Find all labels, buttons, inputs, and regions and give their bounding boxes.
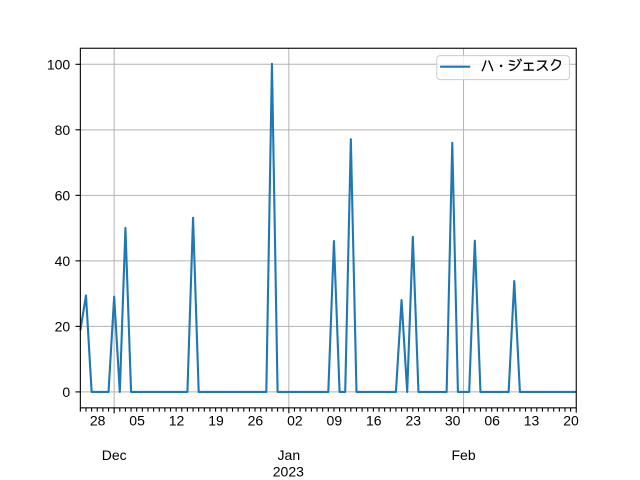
svg-text:09: 09	[327, 412, 343, 428]
svg-text:12: 12	[169, 412, 185, 428]
svg-text:16: 16	[366, 412, 382, 428]
svg-text:0: 0	[62, 384, 70, 400]
svg-text:Feb: Feb	[451, 447, 475, 463]
svg-text:60: 60	[55, 187, 71, 203]
svg-text:20: 20	[563, 412, 579, 428]
svg-text:100: 100	[47, 56, 71, 72]
svg-text:80: 80	[55, 122, 71, 138]
svg-text:40: 40	[55, 253, 71, 269]
svg-text:23: 23	[405, 412, 421, 428]
svg-text:06: 06	[484, 412, 500, 428]
svg-text:05: 05	[129, 412, 145, 428]
svg-text:26: 26	[248, 412, 264, 428]
svg-text:2023: 2023	[273, 463, 304, 479]
svg-text:Jan: Jan	[278, 447, 301, 463]
svg-text:13: 13	[524, 412, 540, 428]
svg-text:Dec: Dec	[102, 447, 127, 463]
svg-text:30: 30	[445, 412, 461, 428]
svg-text:02: 02	[287, 412, 303, 428]
svg-text:28: 28	[90, 412, 106, 428]
svg-text:20: 20	[55, 318, 71, 334]
svg-text:19: 19	[208, 412, 224, 428]
